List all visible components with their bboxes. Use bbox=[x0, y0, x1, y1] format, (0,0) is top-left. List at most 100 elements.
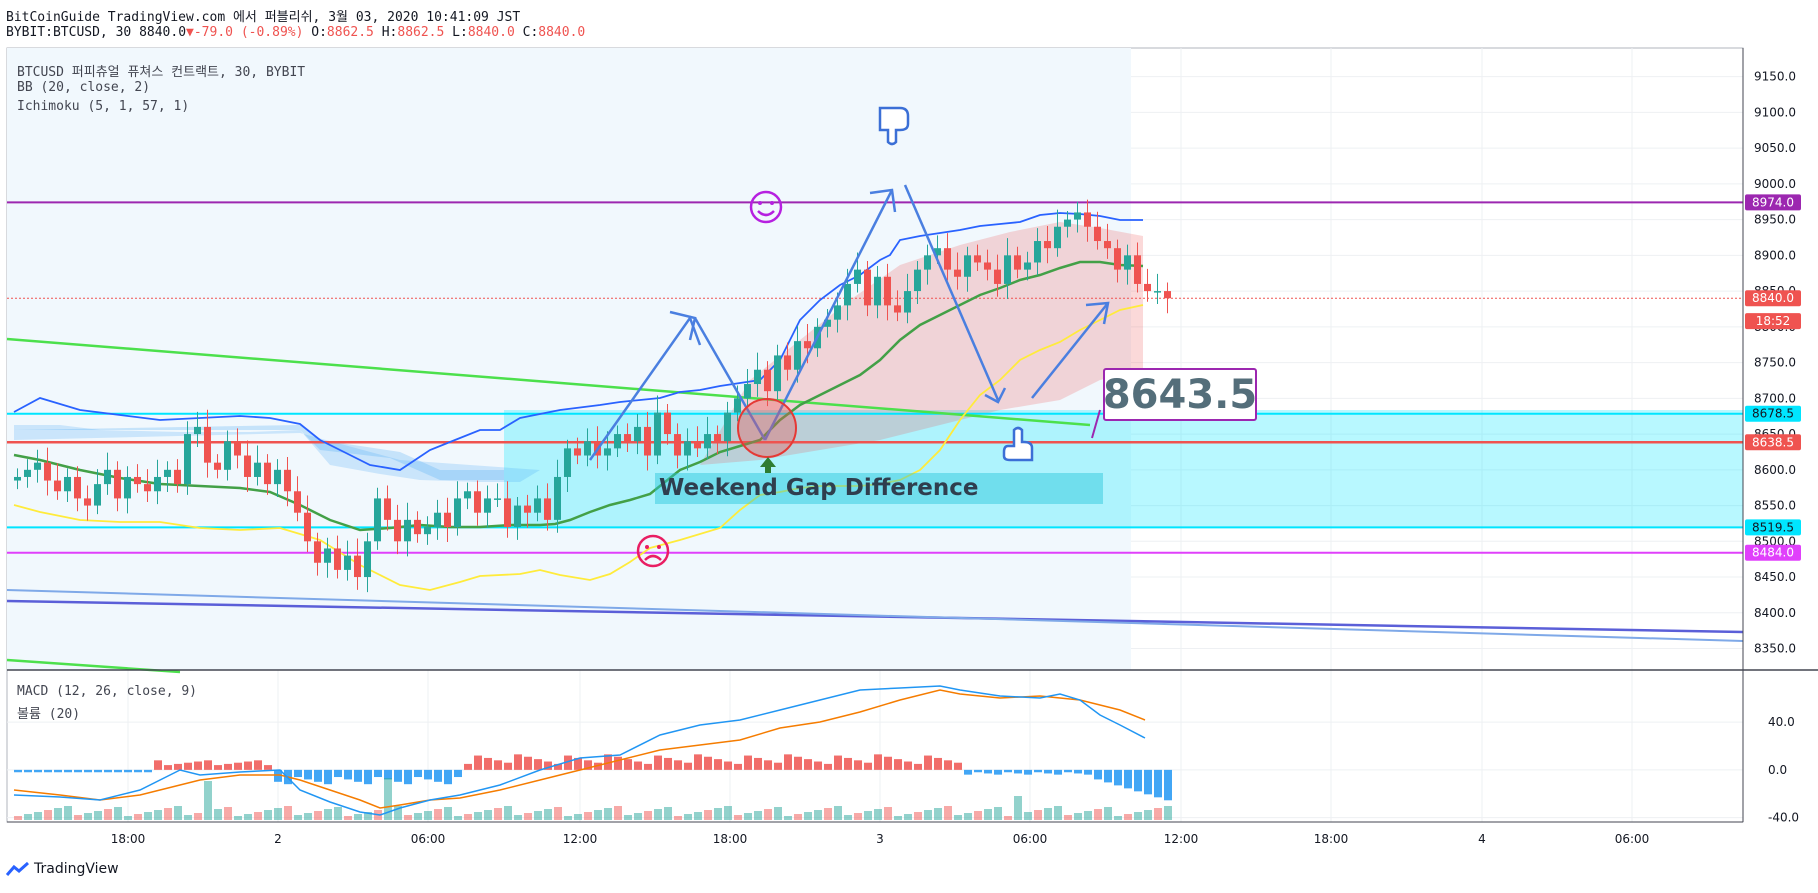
legend-volume[interactable]: 볼륨 (20) bbox=[17, 707, 81, 722]
volume-bar bbox=[504, 806, 512, 820]
volume-bar bbox=[184, 815, 192, 820]
candle-body bbox=[284, 469, 291, 492]
macd-tick-label: 0.0 bbox=[1768, 763, 1787, 777]
volume-bar bbox=[294, 815, 302, 820]
macd-histogram-bar bbox=[604, 754, 612, 770]
volume-bar bbox=[454, 816, 462, 820]
volume-bar bbox=[564, 816, 572, 820]
legend-ichimoku[interactable]: Ichimoku (5, 1, 57, 1) bbox=[17, 99, 190, 114]
candle-body bbox=[834, 305, 841, 320]
macd-histogram-bar bbox=[654, 755, 662, 770]
legend-macd[interactable]: MACD (12, 26, close, 9) bbox=[17, 684, 198, 699]
gap-fill-circle[interactable] bbox=[737, 398, 797, 458]
y-tick-label: 8450.0 bbox=[1754, 570, 1796, 584]
candle-body bbox=[844, 283, 851, 306]
ichimoku-cloud-blue-2 bbox=[14, 425, 540, 482]
legend-bb[interactable]: BB (20, close, 2) bbox=[17, 80, 151, 95]
volume-bar bbox=[1054, 806, 1062, 820]
candle-body bbox=[1154, 291, 1161, 293]
price-tag-bg bbox=[1745, 519, 1801, 536]
y-tick-label: 8750.0 bbox=[1754, 356, 1796, 370]
candle-body bbox=[474, 491, 481, 513]
y-tick-label: 9100.0 bbox=[1754, 105, 1796, 119]
candle-body bbox=[464, 491, 471, 499]
candle-body bbox=[264, 462, 271, 485]
descending-trendline-green[interactable] bbox=[6, 337, 1091, 427]
volume-bar bbox=[954, 815, 962, 820]
macd-histogram bbox=[14, 754, 1172, 801]
candle-body bbox=[344, 555, 351, 570]
macd-histogram-bar bbox=[984, 769, 992, 774]
projection-line-5[interactable] bbox=[1031, 302, 1109, 399]
y-tick-label: 8900.0 bbox=[1754, 248, 1796, 262]
candle-body bbox=[934, 248, 941, 256]
projection-line-2[interactable] bbox=[693, 317, 767, 441]
pointing-up-hand-icon bbox=[1002, 426, 1034, 462]
price-axis[interactable]: 9150.09100.09050.09000.08950.08900.08850… bbox=[1754, 70, 1796, 656]
volume-bar bbox=[774, 807, 782, 820]
candle-body bbox=[1164, 291, 1171, 299]
volume-bar bbox=[1034, 810, 1042, 820]
macd-histogram-bar bbox=[214, 765, 222, 770]
candle-body bbox=[914, 269, 921, 292]
close-value: 8840.0 bbox=[538, 25, 586, 40]
candle-body bbox=[1024, 262, 1031, 270]
projection-line-3[interactable] bbox=[763, 189, 894, 441]
x-tick-label: 4 bbox=[1478, 832, 1486, 846]
candle-body bbox=[924, 255, 931, 270]
macd-histogram-bar bbox=[154, 760, 162, 770]
time-axis[interactable]: 18:00 2 06:00 12:00 18:00 3 06:00 12:00 18:00 4 06… bbox=[111, 832, 1650, 846]
bb-upper bbox=[13, 212, 1143, 471]
macd-histogram-bar bbox=[384, 769, 392, 780]
volume-bar bbox=[964, 813, 972, 820]
macd-histogram-bar bbox=[994, 769, 1002, 775]
candle-body bbox=[504, 498, 511, 528]
y-tick-label: 8400.0 bbox=[1754, 606, 1796, 620]
candle-body bbox=[714, 434, 721, 442]
x-tick-label: 06:00 bbox=[411, 832, 446, 846]
macd-tick-label: 40.0 bbox=[1768, 715, 1795, 729]
volume-bar bbox=[14, 816, 22, 820]
candle-body bbox=[544, 498, 551, 520]
candle-body bbox=[584, 441, 591, 456]
macd-histogram-bar bbox=[144, 769, 152, 773]
volume-bar bbox=[354, 814, 362, 820]
volume-bar bbox=[544, 809, 552, 820]
macd-histogram-bar bbox=[1054, 769, 1062, 775]
volume-bar bbox=[44, 810, 52, 820]
volume-bar bbox=[174, 806, 182, 820]
volume-bar bbox=[494, 808, 502, 820]
volume-bar bbox=[514, 815, 522, 820]
volume-bar bbox=[694, 812, 702, 820]
macd-histogram-bar bbox=[1064, 769, 1072, 773]
volume-bar bbox=[394, 806, 402, 820]
volume-bar bbox=[844, 815, 852, 820]
macd-histogram-bar bbox=[824, 763, 832, 770]
x-tick-label: 3 bbox=[876, 832, 884, 846]
projection-line-4[interactable] bbox=[903, 184, 1000, 401]
candle-body bbox=[764, 369, 771, 392]
price-tag-label: 8484.0 bbox=[1752, 546, 1794, 560]
volume-bar bbox=[664, 807, 672, 820]
callout-pointer bbox=[1091, 409, 1101, 439]
price-callout[interactable]: 8643.5 bbox=[1103, 368, 1257, 421]
candle-body bbox=[744, 384, 751, 399]
macd-histogram-bar bbox=[504, 762, 512, 770]
candle-body bbox=[1004, 255, 1011, 284]
macd-histogram-bar bbox=[184, 762, 192, 770]
volume-bar bbox=[754, 811, 762, 820]
macd-histogram-bar bbox=[964, 769, 972, 775]
volume-bar bbox=[804, 812, 812, 820]
macd-histogram-bar bbox=[684, 762, 692, 770]
pointing-down-hand-icon bbox=[878, 106, 910, 146]
channel-bottom-line-2[interactable] bbox=[6, 589, 1744, 642]
candle-body bbox=[154, 476, 161, 492]
volume-bar bbox=[274, 808, 282, 820]
candle-body bbox=[94, 484, 101, 506]
price-tag-label: 8519.5 bbox=[1752, 520, 1794, 534]
macd-histogram-bar bbox=[74, 769, 82, 773]
candle-body bbox=[624, 434, 631, 442]
macd-histogram-bar bbox=[694, 754, 702, 770]
tradingview-brand[interactable]: TradingView bbox=[6, 861, 119, 877]
